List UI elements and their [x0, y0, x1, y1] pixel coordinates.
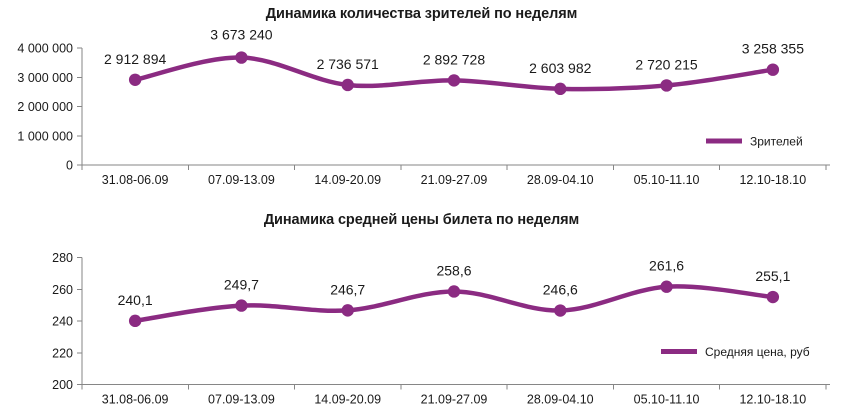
- viewers-x-category-label: 12.10-18.10: [739, 173, 806, 187]
- price-data-label: 258,6: [436, 262, 471, 278]
- viewers-y-tick-label: 1 000 000: [17, 129, 73, 143]
- viewers-data-point[interactable]: [766, 63, 780, 76]
- viewers-data-point[interactable]: [447, 74, 461, 87]
- price-y-tick-label: 280: [52, 251, 73, 265]
- price-y-tick-label: 220: [52, 346, 73, 360]
- price-data-label: 240,1: [118, 292, 153, 308]
- price-y-tick-label: 260: [52, 283, 73, 297]
- price-x-category-label: 31.08-06.09: [102, 393, 169, 407]
- price-data-point[interactable]: [766, 290, 780, 304]
- price-y-tick-label: 240: [52, 315, 73, 329]
- price-x-category-label: 05.10-11.10: [634, 393, 700, 407]
- price-data-point[interactable]: [128, 314, 142, 328]
- viewers-x-category-label: 05.10-11.10: [634, 173, 700, 187]
- viewers-y-tick-label: 3 000 000: [17, 71, 73, 85]
- viewers-data-point[interactable]: [235, 51, 248, 64]
- viewers-legend-label: Зрителей: [750, 135, 803, 149]
- viewers-data-label: 2 603 982: [529, 60, 591, 76]
- price-x-category-label: 14.09-20.09: [314, 393, 381, 407]
- chart-viewers-panel: Динамика количества зрителей по неделям …: [17, 6, 830, 187]
- price-data-label: 249,7: [224, 277, 259, 293]
- viewers-data-point[interactable]: [660, 79, 673, 92]
- price-legend-label: Средняя цена, руб: [705, 345, 810, 359]
- viewers-y-tick-label: 2 000 000: [17, 100, 73, 114]
- price-data-point[interactable]: [660, 280, 673, 293]
- price-x-category-label: 07.09-13.09: [208, 393, 275, 407]
- price-data-label: 246,7: [330, 281, 365, 297]
- chart-price-plot: 200 220 240 260 280 31.08-06.09 07.09-13.09 14.…: [52, 251, 830, 407]
- price-x-category-label: 12.10-18.10: [739, 393, 806, 407]
- viewers-data-label: 2 720 215: [635, 56, 697, 72]
- price-data-label: 255,1: [755, 268, 790, 284]
- viewers-x-category-label: 14.09-20.09: [314, 173, 381, 187]
- viewers-x-category-label: 31.08-06.09: [102, 173, 169, 187]
- viewers-data-point[interactable]: [341, 78, 354, 92]
- price-data-point[interactable]: [341, 304, 354, 317]
- chart-price-title: Динамика средней цены билета по неделям: [263, 212, 580, 228]
- viewers-data-point[interactable]: [128, 73, 142, 86]
- price-data-point[interactable]: [447, 285, 461, 298]
- price-data-label: 246,6: [543, 282, 578, 298]
- price-data-point[interactable]: [554, 304, 567, 317]
- viewers-data-label: 2 736 571: [317, 56, 379, 72]
- price-data-label: 261,6: [649, 258, 684, 274]
- price-y-tick-label: 200: [52, 378, 73, 392]
- price-data-point[interactable]: [235, 299, 248, 312]
- viewers-data-label: 3 673 240: [210, 27, 272, 43]
- price-x-category-label: 21.09-27.09: [421, 393, 488, 407]
- viewers-data-point[interactable]: [554, 82, 567, 96]
- viewers-data-label: 3 258 355: [742, 41, 804, 57]
- viewers-y-tick-label: 0: [66, 159, 73, 173]
- viewers-y-tick-label: 4 000 000: [17, 42, 73, 56]
- chart-viewers-plot: 0 1 000 000 2 000 000 3 000 000 4 000 000 31.…: [17, 27, 830, 187]
- viewers-data-label: 2 912 894: [104, 51, 166, 67]
- price-x-category-label: 28.09-04.10: [527, 393, 594, 407]
- viewers-data-label: 2 892 728: [423, 51, 485, 67]
- viewers-x-category-label: 21.09-27.09: [421, 173, 488, 187]
- viewers-x-category-label: 28.09-04.10: [527, 173, 594, 187]
- chart-price-panel: Динамика средней цены билета по неделям …: [0, 206, 843, 411]
- viewers-x-category-label: 07.09-13.09: [208, 173, 275, 187]
- chart-viewers-title: Динамика количества зрителей по неделям: [265, 6, 578, 22]
